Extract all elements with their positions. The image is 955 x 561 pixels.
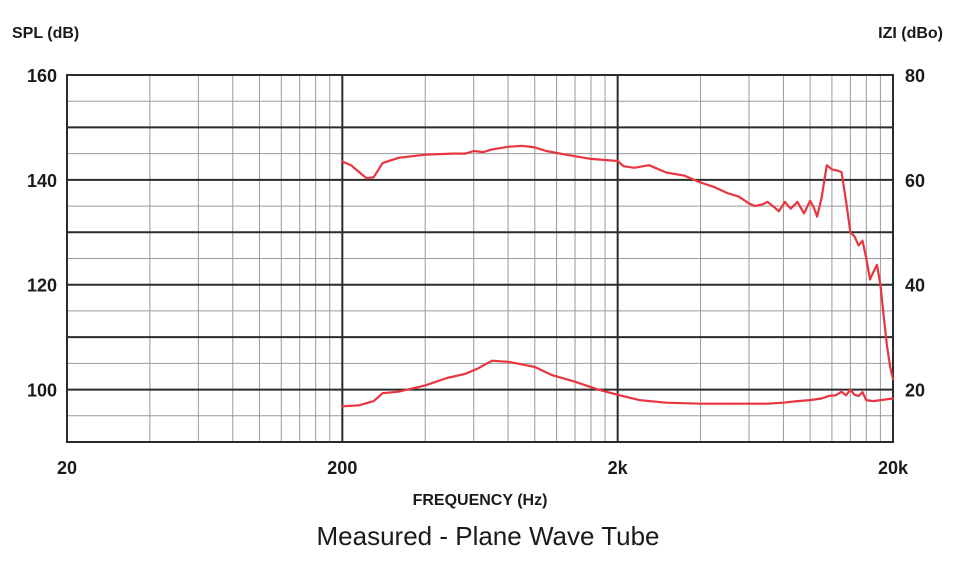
y-right-tick-label: 60 xyxy=(905,171,925,191)
right-axis-unit: IZI (dBo) xyxy=(878,25,943,42)
series-layer xyxy=(341,144,895,408)
tick-labels: 20 200 2k 20k 160 140 120 100 80 60 40 20 xyxy=(27,66,925,478)
y-left-tick-label: 120 xyxy=(27,276,57,296)
y-right-tick-label: 20 xyxy=(905,381,925,401)
y-right-tick-label: 40 xyxy=(905,276,925,296)
impedance-series-line xyxy=(341,359,895,408)
plot-frame xyxy=(66,74,894,443)
y-right-tick-label: 80 xyxy=(905,66,925,86)
chart-caption: Measured - Plane Wave Tube xyxy=(317,521,660,551)
x-tick-label: 20k xyxy=(878,458,909,478)
y-left-tick-label: 100 xyxy=(27,381,57,401)
x-tick-label: 200 xyxy=(327,458,357,478)
x-axis-label: FREQUENCY (Hz) xyxy=(413,492,548,509)
y-left-tick-label: 160 xyxy=(27,66,57,86)
minor-grid xyxy=(67,75,893,442)
x-tick-label: 20 xyxy=(57,458,77,478)
y-left-tick-label: 140 xyxy=(27,171,57,191)
x-tick-label: 2k xyxy=(608,458,629,478)
left-axis-unit: SPL (dB) xyxy=(12,25,79,42)
major-grid xyxy=(67,75,893,442)
spl-series-line xyxy=(341,144,895,381)
